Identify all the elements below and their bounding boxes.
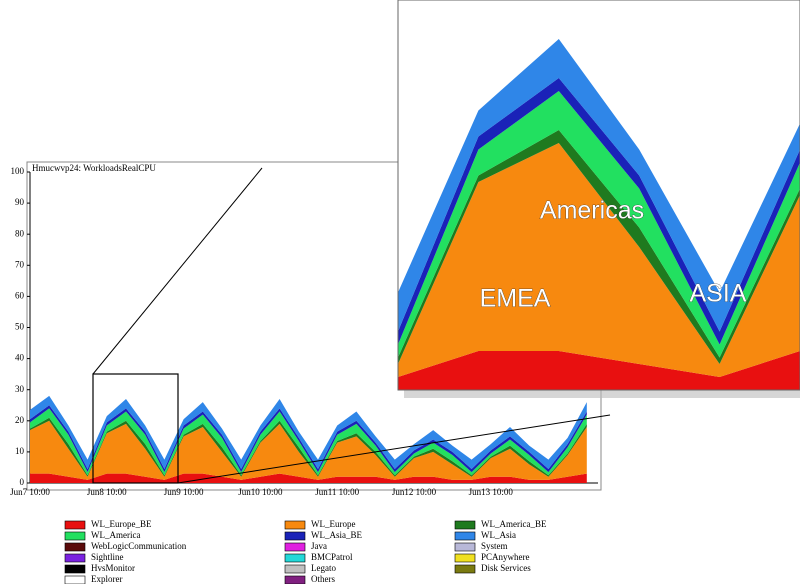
- legend-swatch: [64, 531, 86, 541]
- x-tick-label: Jun7 10:00: [10, 487, 50, 497]
- legend-swatch: [64, 553, 86, 563]
- legend-label: WL_America_BE: [481, 519, 547, 529]
- legend-label: HvsMonitor: [91, 563, 135, 573]
- y-tick-label: 0: [20, 477, 25, 487]
- y-tick-label: 80: [15, 228, 25, 238]
- zoom-line: [92, 167, 263, 375]
- legend-label: Java: [311, 541, 327, 551]
- legend-label: WL_Asia_BE: [311, 530, 362, 540]
- inset-area: [398, 39, 800, 332]
- legend-label: WL_Asia: [481, 530, 516, 540]
- x-tick-label: Jun9 10:00: [164, 487, 204, 497]
- y-tick-label: 10: [15, 446, 25, 456]
- area: [30, 405, 587, 473]
- y-tick-label: 30: [15, 384, 25, 394]
- legend: WL_Europe_BE WL_Europe WL_America_BE WL_Ame…: [64, 519, 547, 584]
- legend-label: PCAnywhere: [481, 552, 530, 562]
- x-tick-label: Jun8 10:00: [87, 487, 127, 497]
- inset-frame: [397, 0, 800, 391]
- inset-area: [398, 78, 800, 345]
- plot: 0 10 20 30 40 50 60 70 80 90 100 Jun7 10:00 Jun8 10:…: [10, 166, 587, 497]
- legend-swatch: [454, 531, 476, 541]
- zoom-box: [92, 373, 179, 484]
- legend-swatch: [284, 553, 306, 563]
- inset-area: [398, 91, 800, 358]
- annotation: EMEA: [480, 285, 551, 313]
- legend-label: Disk Services: [481, 563, 531, 573]
- area: [30, 473, 587, 483]
- x-tick-label: Jun12 10:00: [392, 487, 437, 497]
- legend-swatch: [454, 564, 476, 574]
- y-tick-label: 50: [15, 322, 25, 332]
- legend-swatch: [64, 542, 86, 552]
- inset: Americas EMEA ASIA: [398, 39, 800, 390]
- y-tick-label: 90: [15, 197, 25, 207]
- legend-swatch: [284, 542, 306, 552]
- inset-area: [398, 351, 800, 390]
- y-tick-label: 60: [15, 290, 25, 300]
- legend-label: Sightline: [91, 552, 124, 562]
- y-tick-label: 40: [15, 353, 25, 363]
- legend-label: WL_Europe_BE: [91, 519, 152, 529]
- x-tick-label: Jun11 10:00: [315, 487, 359, 497]
- area: [30, 420, 587, 480]
- annotation: ASIA: [690, 280, 747, 308]
- legend-label: Explorer: [91, 574, 123, 584]
- legend-swatch: [64, 575, 86, 584]
- legend-swatch: [284, 520, 306, 530]
- legend-swatch: [284, 564, 306, 574]
- inset-area: [398, 143, 800, 377]
- legend-label: WL_America: [91, 530, 140, 540]
- legend-swatch: [454, 553, 476, 563]
- annotation: Americas: [540, 197, 644, 225]
- x-tick-label: Jun13 10:00: [469, 487, 514, 497]
- legend-label: WebLogicCommunication: [91, 541, 187, 551]
- area: [30, 408, 587, 476]
- chart-title: Hmucwvp24: WorkloadsRealCPU: [32, 163, 156, 173]
- legend-label: Others: [311, 574, 335, 584]
- legend-swatch: [284, 531, 306, 541]
- area: [30, 395, 587, 470]
- legend-label: Legato: [311, 563, 336, 573]
- legend-swatch: [64, 564, 86, 574]
- legend-label: WL_Europe: [311, 519, 355, 529]
- legend-label: BMCPatrol: [311, 552, 353, 562]
- y-tick-label: 20: [15, 415, 25, 425]
- legend-swatch: [454, 520, 476, 530]
- x-tick-label: Jun10 10:00: [238, 487, 283, 497]
- y-tick-label: 70: [15, 259, 25, 269]
- legend-swatch: [454, 542, 476, 552]
- zoom-line: [177, 414, 611, 484]
- y-tick-label: 100: [11, 166, 25, 176]
- legend-swatch: [284, 575, 306, 584]
- legend-label: System: [481, 541, 508, 551]
- legend-swatch: [64, 520, 86, 530]
